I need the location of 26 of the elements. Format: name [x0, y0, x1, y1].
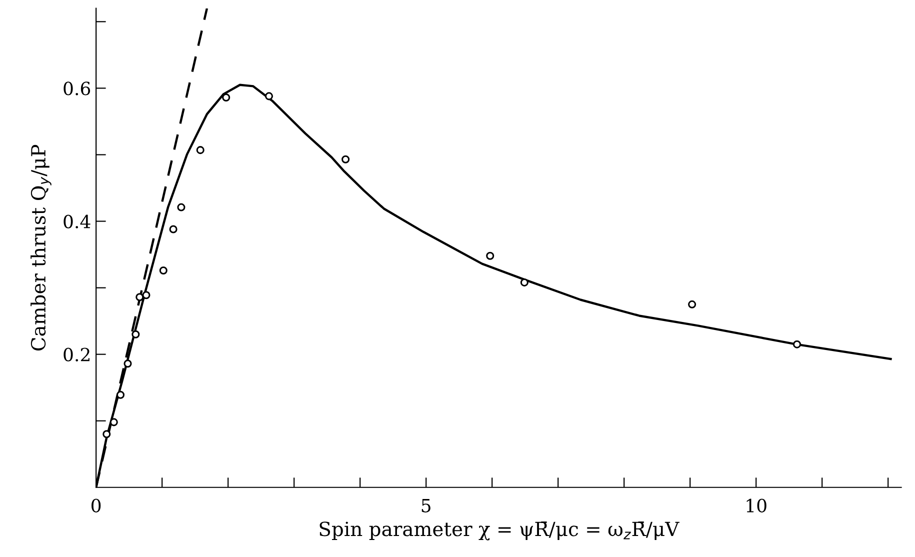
point [342, 155, 350, 164]
x-tick-label: 0 [92, 498, 101, 512]
x-tick-label: 10 [746, 498, 766, 512]
y-tick-label: 0.6 [64, 82, 90, 96]
point [110, 418, 118, 426]
point [520, 278, 528, 286]
point [196, 146, 204, 154]
point [142, 291, 150, 300]
point [177, 203, 186, 212]
point [124, 360, 132, 368]
point [136, 293, 144, 302]
y-tick-label: 0.2 [64, 348, 90, 362]
point [222, 93, 230, 102]
point [688, 300, 696, 308]
x-tick-label: 5 [422, 499, 430, 512]
point [116, 390, 125, 399]
point [169, 225, 178, 234]
y-axis-title: Camber thrust Q$_{y}$/μP [30, 144, 52, 351]
point [264, 92, 274, 100]
y-tick-label: 0.4 [64, 214, 90, 228]
point [792, 340, 802, 348]
point [132, 330, 140, 338]
point [159, 266, 168, 275]
point [102, 430, 111, 438]
x-axis-title: Spin parameter χ = ψR̄/μc = ω$_{z}$R̄/μV [320, 522, 680, 540]
point [486, 252, 494, 260]
